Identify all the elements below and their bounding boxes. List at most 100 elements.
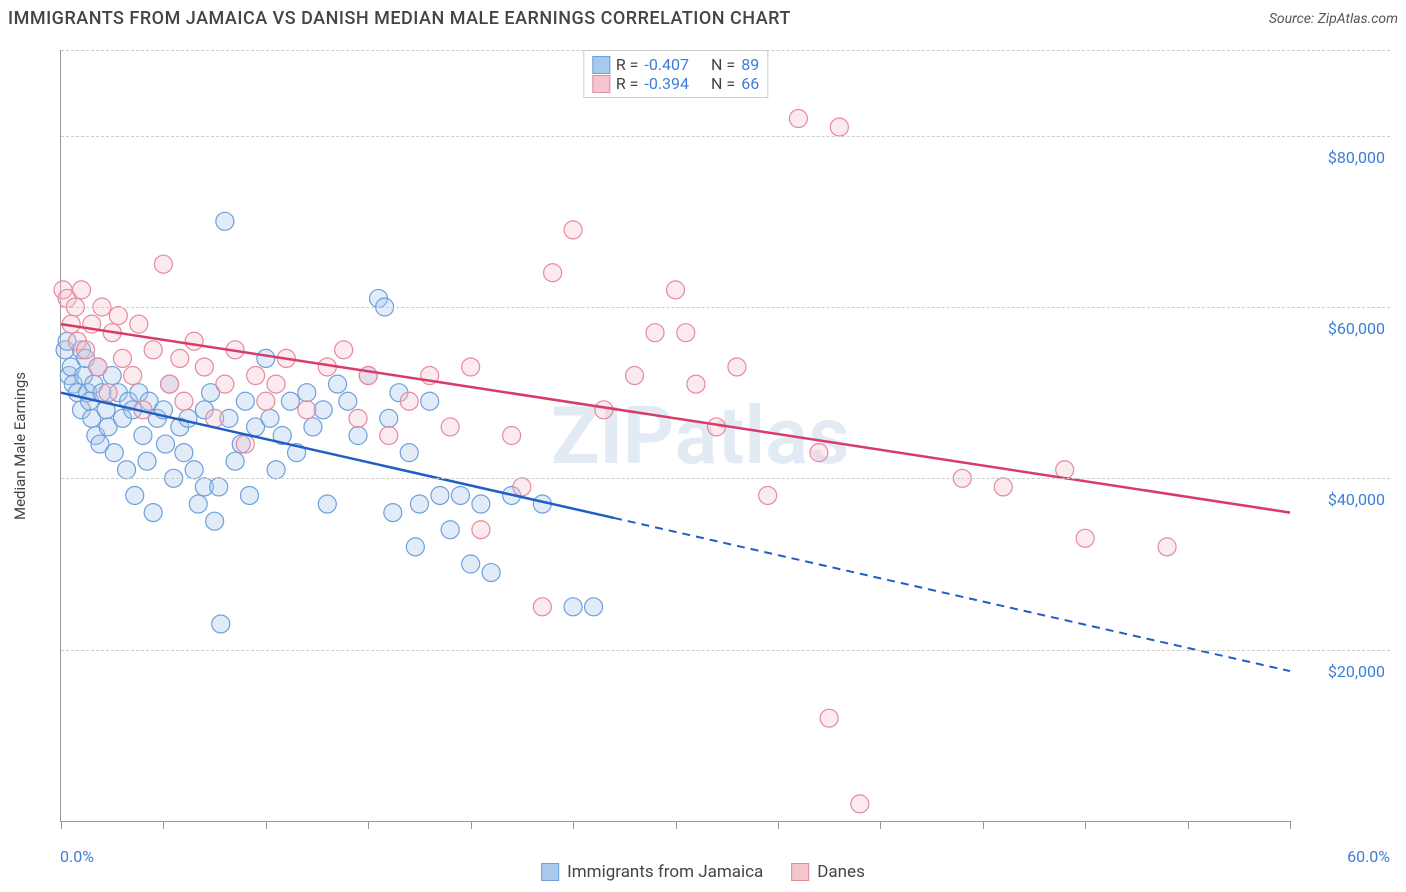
data-point-danes [89,358,107,376]
data-point-danes [77,341,95,359]
data-point-jamaica [179,409,197,427]
x-tick [163,821,164,829]
data-point-danes [349,409,367,427]
data-point-jamaica [564,598,582,616]
legend-label: Immigrants from Jamaica [567,862,763,882]
data-point-danes [441,418,459,436]
x-tick [983,821,984,829]
data-point-jamaica [134,427,152,445]
stats-row-jamaica: R =-0.407N =89 [592,55,759,74]
data-point-danes [564,221,582,239]
data-point-jamaica [400,444,418,462]
trendline-danes [61,324,1290,512]
data-point-danes [830,118,848,136]
data-point-jamaica [210,478,228,496]
data-point-danes [1076,529,1094,547]
data-point-danes [677,324,695,342]
data-point-danes [298,401,316,419]
stat-r-value: -0.394 [644,74,689,93]
data-point-danes [109,307,127,325]
gridline [61,50,1390,51]
data-point-danes [810,444,828,462]
y-tick-label: $20,000 [1328,662,1385,681]
data-point-jamaica [240,486,258,504]
y-tick-label: $60,000 [1328,319,1385,338]
data-point-danes [99,384,117,402]
data-point-jamaica [212,615,230,633]
data-point-danes [195,358,213,376]
stat-n-label: N = [711,74,735,93]
data-point-danes [533,598,551,616]
stat-r-label: R = [616,74,639,93]
trendline-dashed-jamaica [614,518,1290,671]
plot-area: Median Male Earnings ZIPatlas R =-0.407N… [40,50,1390,842]
data-point-danes [335,341,353,359]
data-point-jamaica [314,401,332,419]
data-point-danes [257,392,275,410]
gridline [61,650,1390,651]
stat-n-value: 66 [741,74,759,93]
data-point-danes [185,332,203,350]
y-axis-label: Median Male Earnings [11,372,29,520]
data-point-danes [646,324,664,342]
data-point-danes [687,375,705,393]
data-point-jamaica [329,375,347,393]
data-point-danes [472,521,490,539]
legend-item: Immigrants from Jamaica [541,862,763,882]
data-point-danes [380,427,398,445]
x-tick [471,821,472,829]
data-point-danes [513,478,531,496]
header: IMMIGRANTS FROM JAMAICA VS DANISH MEDIAN… [8,8,1398,29]
data-point-jamaica [206,512,224,530]
data-point-danes [72,281,90,299]
data-point-jamaica [185,461,203,479]
data-point-danes [462,358,480,376]
swatch-icon [592,56,610,74]
swatch-icon [541,863,559,881]
data-point-danes [161,375,179,393]
data-point-danes [667,281,685,299]
x-tick [880,821,881,829]
x-tick [1290,821,1291,829]
legend-label: Danes [817,862,865,882]
x-axis-min-label: 0.0% [60,847,94,866]
bottom-legend: Immigrants from Jamaica Danes [541,862,865,882]
data-point-jamaica [431,486,449,504]
data-point-jamaica [472,495,490,513]
data-point-jamaica [236,392,254,410]
data-point-danes [851,795,869,813]
data-point-danes [154,255,172,273]
data-point-jamaica [304,418,322,436]
data-point-jamaica [156,435,174,453]
data-point-danes [789,110,807,128]
x-tick [266,821,267,829]
data-point-jamaica [462,555,480,573]
data-point-danes [206,409,224,427]
y-tick-label: $80,000 [1328,148,1385,167]
data-point-danes [626,367,644,385]
x-tick [778,821,779,829]
chart-svg [61,50,1290,821]
data-point-jamaica [406,538,424,556]
data-point-jamaica [441,521,459,539]
plot-region: ZIPatlas R =-0.407N =89R =-0.394N =66 $2… [60,50,1290,822]
data-point-danes [216,375,234,393]
data-point-jamaica [421,392,439,410]
data-point-jamaica [298,384,316,402]
data-point-jamaica [216,212,234,230]
data-point-danes [544,264,562,282]
data-point-jamaica [410,495,428,513]
gridline [61,307,1390,308]
y-tick-label: $40,000 [1328,490,1385,509]
data-point-danes [820,709,838,727]
data-point-danes [759,486,777,504]
data-point-jamaica [339,392,357,410]
data-point-jamaica [380,409,398,427]
source-label: Source: ZipAtlas.com [1269,11,1398,27]
data-point-jamaica [261,409,279,427]
data-point-jamaica [189,495,207,513]
data-point-danes [124,367,142,385]
data-point-jamaica [118,461,136,479]
data-point-danes [400,392,418,410]
data-point-danes [247,367,265,385]
